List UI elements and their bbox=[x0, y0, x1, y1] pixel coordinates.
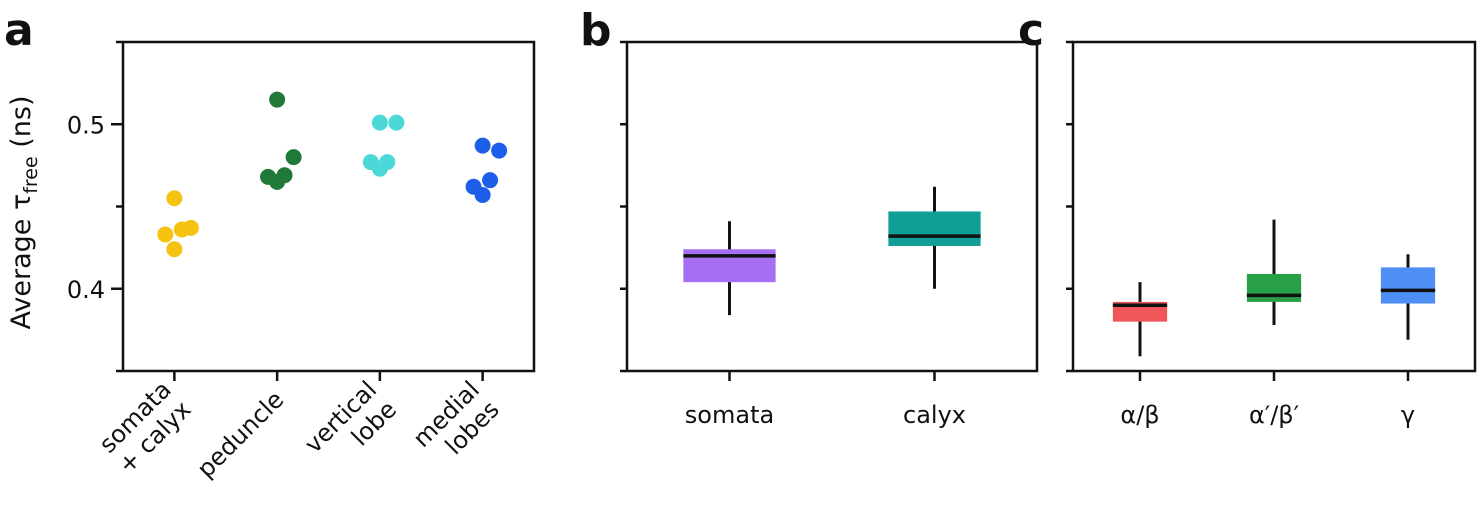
y-label-sub: free bbox=[20, 156, 42, 193]
panel: a 0.4 0.5 Average τfree (ns) somata+ calyxpe… bbox=[4, 5, 536, 483]
data-point bbox=[269, 91, 286, 108]
panel: c α/β α′/β′ γ bbox=[1018, 5, 1477, 429]
y-tick-label: 0.5 bbox=[67, 111, 105, 139]
data-point bbox=[474, 137, 491, 154]
data-point bbox=[269, 173, 286, 190]
x-tick-label: mediallobes bbox=[408, 376, 505, 473]
data-point bbox=[166, 241, 183, 258]
data-point bbox=[157, 226, 174, 243]
data-point bbox=[166, 190, 183, 207]
box bbox=[888, 211, 981, 246]
panel-letter: a bbox=[4, 5, 34, 56]
data-point bbox=[285, 149, 302, 166]
box bbox=[1246, 273, 1302, 302]
x-tick-label: calyx bbox=[903, 401, 966, 429]
x-tick-label: verticallobe bbox=[299, 376, 402, 479]
panel: b somata calyx bbox=[580, 5, 1039, 429]
x-tick-label-line: peduncle bbox=[192, 385, 290, 483]
y-tick-label: 0.4 bbox=[67, 276, 105, 304]
data-point bbox=[491, 142, 508, 159]
x-tick-label: peduncle bbox=[192, 385, 290, 483]
panel-letter: b bbox=[580, 5, 612, 56]
x-tick-label: somata+ calyx bbox=[93, 376, 197, 480]
panel-letter: c bbox=[1018, 5, 1044, 56]
x-tick-label: somata bbox=[685, 401, 774, 429]
data-point bbox=[371, 114, 388, 131]
data-point bbox=[388, 114, 405, 131]
data-point bbox=[173, 221, 190, 238]
x-tick-label: α′/β′ bbox=[1249, 401, 1299, 429]
data-point bbox=[482, 172, 499, 189]
box bbox=[1380, 267, 1436, 304]
data-point bbox=[371, 160, 388, 177]
axes-frame bbox=[121, 40, 536, 373]
y-label-main: Average τ bbox=[6, 194, 37, 330]
data-point bbox=[474, 186, 491, 203]
x-tick-label: γ bbox=[1401, 401, 1415, 429]
x-tick-label: α/β bbox=[1120, 401, 1159, 429]
y-label-unit: (ns) bbox=[6, 95, 37, 156]
y-axis-label: Average τfree (ns) bbox=[6, 95, 42, 329]
axes-frame bbox=[625, 40, 1039, 373]
